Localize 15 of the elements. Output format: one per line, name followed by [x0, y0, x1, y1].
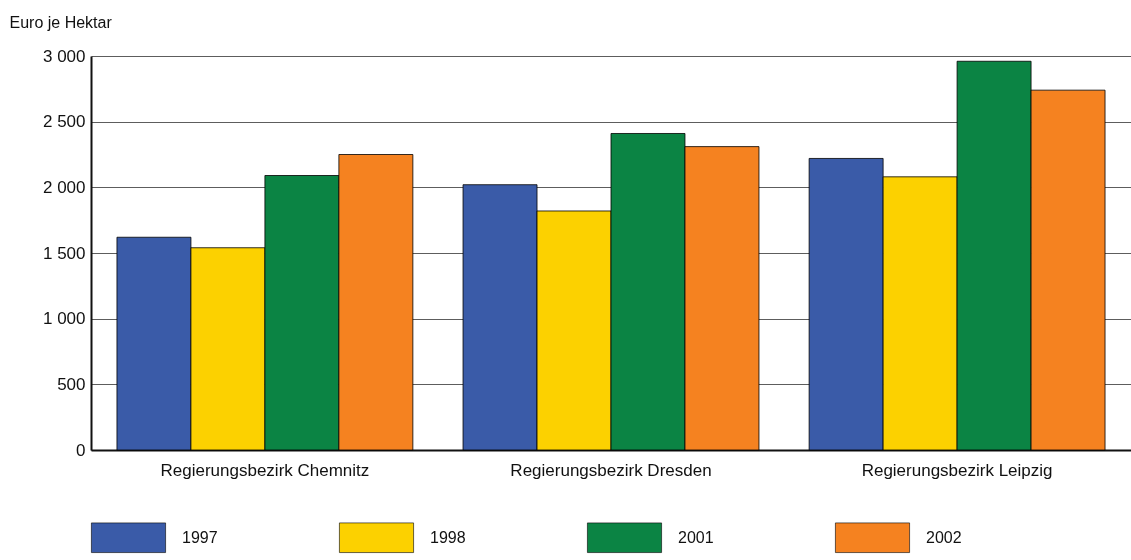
x-tick-label: Regierungsbezirk Chemnitz: [160, 460, 370, 480]
y-tick-label: 2 500: [42, 112, 86, 132]
legend-label: 2002: [926, 528, 962, 546]
legend-label: 1997: [182, 528, 218, 546]
legend-label: 2001: [678, 528, 714, 546]
x-tick-label: Regierungsbezirk Leipzig: [861, 460, 1053, 480]
y-tick-label: 500: [57, 374, 86, 394]
legend-label: 1998: [430, 528, 466, 546]
y-tick-label: 0: [76, 440, 86, 460]
y-tick-label: 1 000: [42, 309, 86, 329]
y-tick-label: 3 000: [42, 46, 86, 66]
y-axis-title: Euro je Hektar: [9, 13, 113, 31]
y-tick-label: 2 000: [42, 177, 86, 197]
x-tick-label: Regierungsbezirk Dresden: [510, 460, 712, 480]
y-tick-label: 1 500: [42, 243, 86, 263]
